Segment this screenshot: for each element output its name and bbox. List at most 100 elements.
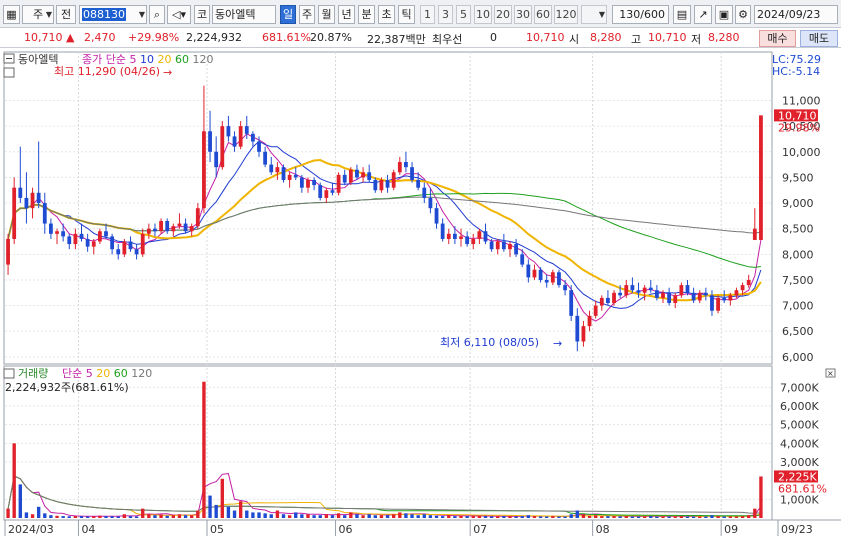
minute-30-button[interactable]: 30 <box>514 5 532 24</box>
volume-bar <box>61 516 65 518</box>
volume-bar <box>667 516 671 518</box>
drawing-tool-icon[interactable]: ↗ <box>694 5 712 24</box>
candle-body <box>397 162 402 173</box>
buy-button[interactable]: 매수 <box>759 30 796 47</box>
candle-body <box>134 249 139 255</box>
minute-1-button[interactable]: 1 <box>420 5 435 24</box>
period-second-tab[interactable]: 초 <box>378 5 395 24</box>
candle-body <box>703 292 708 296</box>
volume-bar <box>30 514 35 518</box>
market-type-label: 코 <box>194 5 210 24</box>
candle-count-input[interactable]: 130/600 <box>612 5 669 24</box>
price-ma-legend[interactable]: 종가 단순 5 10 20 60 120 <box>82 53 213 66</box>
period-week-tab[interactable]: 주 <box>299 5 315 24</box>
search-icon[interactable]: ⌕ <box>149 5 165 24</box>
period-month-tab[interactable]: 월 <box>318 5 335 24</box>
candle-body <box>746 279 751 286</box>
minute-3-button[interactable]: 3 <box>438 5 453 24</box>
period-year-tab[interactable]: 년 <box>338 5 355 24</box>
volume-bar <box>391 514 396 518</box>
volume-bar <box>489 516 494 518</box>
volume-bar <box>379 515 384 518</box>
candle-body <box>514 244 518 255</box>
volume-tick-label: 4,000K <box>780 437 819 450</box>
candle-body <box>30 192 35 209</box>
minute-5-button[interactable]: 5 <box>456 5 471 24</box>
volume-bar <box>134 516 139 518</box>
candle-body <box>667 292 672 304</box>
month-label: 07 <box>473 523 487 536</box>
volume-panel-collapse-icon[interactable] <box>3 368 15 379</box>
panel-settings-icon[interactable] <box>3 67 15 78</box>
grid-tool-icon[interactable]: ▤ <box>673 5 691 24</box>
candle-body <box>281 167 286 180</box>
candle-body <box>636 290 641 293</box>
candle-body <box>710 295 714 311</box>
candle-body <box>642 287 647 293</box>
candle-body <box>569 290 574 316</box>
volume-bar <box>122 514 127 518</box>
period-tick-tab[interactable]: 틱 <box>398 5 415 24</box>
up-arrow-icon: ▲ <box>66 31 75 44</box>
volume-bar <box>110 516 114 518</box>
chart-menu-icon[interactable]: ▦ <box>3 5 20 24</box>
price-ma-120-line <box>7 196 761 240</box>
market-select[interactable]: 주 ▼ <box>22 5 54 24</box>
volume-bars <box>6 381 763 518</box>
candle-body <box>416 179 421 188</box>
period-minute-tab[interactable]: 분 <box>358 5 375 24</box>
minute-20-button[interactable]: 20 <box>494 5 512 24</box>
quote-strip: 10,710 ▲ 2,470 +29.98% 2,224,932 681.61%… <box>0 29 841 48</box>
volume-bar <box>728 516 733 518</box>
volume-bar <box>98 515 102 518</box>
volume-bar <box>410 514 414 518</box>
prev-button[interactable]: 전 <box>56 5 76 24</box>
minute-60-button[interactable]: 60 <box>534 5 552 24</box>
volume-bar <box>557 516 561 518</box>
candle-body <box>342 174 347 183</box>
volume-panel-close-icon[interactable] <box>825 368 836 378</box>
candle-body <box>532 269 537 278</box>
chart-axes: 11,000 10,500 10,000 9,500 9,000 8,500 8,000 7,… <box>4 66 827 536</box>
price-tick-label: 8,000 <box>782 248 814 261</box>
date-input[interactable]: 2024/09/23 <box>754 5 838 24</box>
volume-bar <box>312 515 316 518</box>
candle-body <box>391 172 396 188</box>
sound-icon[interactable]: ◁▾ <box>167 5 191 24</box>
interval-select[interactable]: ▼ <box>581 5 607 24</box>
volume-bar <box>373 515 378 518</box>
save-icon[interactable]: ▣ <box>715 5 733 24</box>
volume-bar <box>624 516 628 518</box>
volume-tick-label: 7,000K <box>780 381 819 394</box>
volume-bar <box>722 516 726 518</box>
volume-bar <box>208 495 212 518</box>
volume-ma-legend[interactable]: 단순 5 20 60 120 <box>62 367 152 380</box>
volume-bar <box>349 512 353 518</box>
gear-icon[interactable]: ⚙ <box>735 5 751 24</box>
minute-10-button[interactable]: 10 <box>474 5 492 24</box>
hc-label: HC:-5.14 <box>772 65 820 78</box>
candle-body <box>434 208 439 224</box>
volume-bar <box>269 514 273 518</box>
stock-name-field[interactable]: 동아엘텍 <box>212 5 276 24</box>
volume-bar <box>422 514 426 518</box>
volume-bar <box>147 514 151 518</box>
volume-ma-5-line <box>7 473 762 517</box>
volume-bar <box>434 515 439 518</box>
toolbar: ▦ 주 ▼ 전 088130 ▼ ⌕ ◁▾ 코 동아엘텍 일 주 월 년 분 초 틱… <box>0 0 841 28</box>
minute-120-button[interactable]: 120 <box>554 5 578 24</box>
period-day-tab[interactable]: 일 <box>280 5 296 24</box>
candle-body <box>685 285 690 293</box>
high-annotation: 최고 11,290 (04/26) <box>54 65 160 78</box>
volume-tick-label: 1,000K <box>780 493 819 506</box>
sell-button[interactable]: 매도 <box>800 30 838 47</box>
candle-body <box>263 151 268 165</box>
volume-bar <box>281 514 286 518</box>
stock-chart[interactable]: 11,000 10,500 10,000 9,500 9,000 8,500 8,000 7,… <box>0 49 841 543</box>
volume-bar <box>287 515 292 518</box>
stock-code-input[interactable]: 088130 ▼ <box>79 5 147 24</box>
month-label: 2024/03 <box>8 523 54 536</box>
legend-period-5: 5 <box>129 53 140 66</box>
candle-body <box>238 126 243 147</box>
candle-body <box>495 241 500 250</box>
